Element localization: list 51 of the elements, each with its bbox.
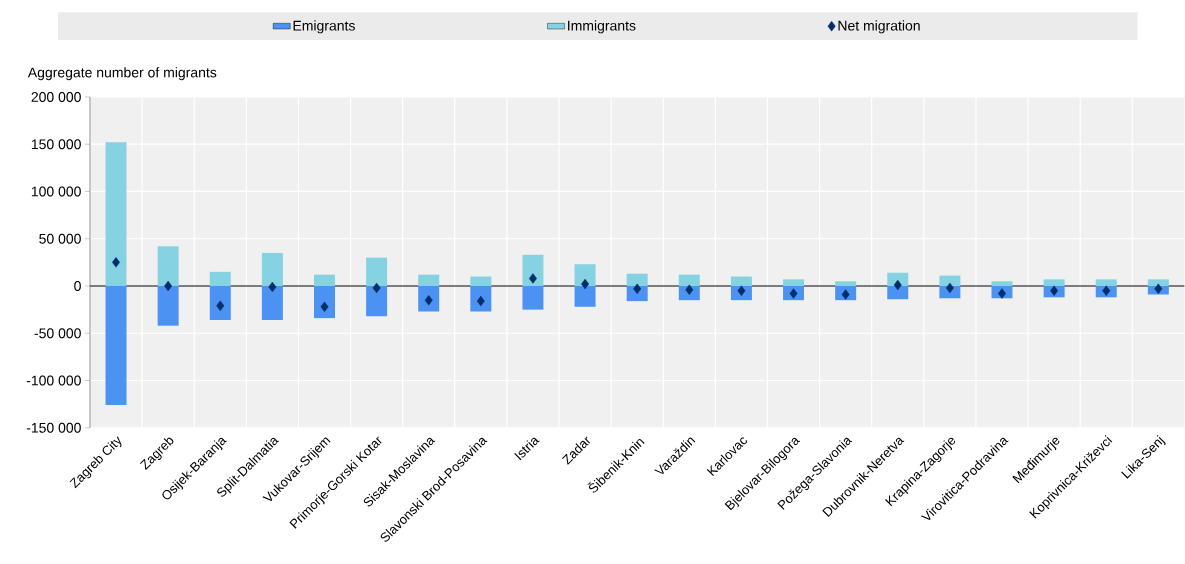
point xyxy=(268,281,277,293)
bar xyxy=(209,286,231,321)
point xyxy=(112,257,120,268)
bar xyxy=(939,275,961,287)
bar xyxy=(835,281,857,287)
bar xyxy=(1043,279,1065,287)
y-tick-label: -100 000 xyxy=(26,375,81,386)
bar xyxy=(522,286,544,310)
bar xyxy=(887,286,909,300)
y-tick-label: 0 xyxy=(74,281,81,292)
point xyxy=(164,280,173,292)
y-tick-label: 150 000 xyxy=(31,139,81,150)
point xyxy=(529,273,537,284)
y-tick-label: 50 000 xyxy=(39,233,81,244)
bar xyxy=(157,246,179,287)
point xyxy=(1154,283,1163,295)
bar xyxy=(105,142,127,287)
bar xyxy=(626,273,648,287)
y-axis-title: Aggregate number of migrants xyxy=(27,67,217,81)
bar xyxy=(574,264,596,287)
y-tick-label: -50 000 xyxy=(34,328,81,339)
x-tick-label: Istria xyxy=(514,437,540,461)
point xyxy=(1102,285,1111,297)
bar xyxy=(366,286,388,317)
y-tick-label: 200 000 xyxy=(31,92,81,103)
bar xyxy=(991,281,1013,287)
bar xyxy=(261,253,283,287)
bar xyxy=(783,279,805,287)
bar xyxy=(730,276,752,287)
bar xyxy=(366,257,388,287)
bar xyxy=(678,274,700,287)
bar xyxy=(418,274,440,287)
point xyxy=(372,282,381,294)
y-tick-label: 100 000 xyxy=(31,186,81,197)
y-tick-label: -150 000 xyxy=(26,422,81,433)
legend-label: Immigrants xyxy=(568,20,636,34)
point xyxy=(581,279,590,290)
legend-label: Net migration xyxy=(838,20,920,34)
bar xyxy=(105,286,127,406)
bar xyxy=(1095,279,1117,287)
bar xyxy=(157,286,179,326)
bar xyxy=(574,286,596,307)
bar xyxy=(1147,279,1169,287)
legend-label: Emigrants xyxy=(293,20,355,34)
bar xyxy=(522,254,544,287)
bar xyxy=(209,271,231,287)
bar xyxy=(470,276,492,287)
bar xyxy=(261,286,283,321)
point xyxy=(1050,285,1059,297)
bar xyxy=(313,274,335,287)
bar xyxy=(313,286,335,319)
